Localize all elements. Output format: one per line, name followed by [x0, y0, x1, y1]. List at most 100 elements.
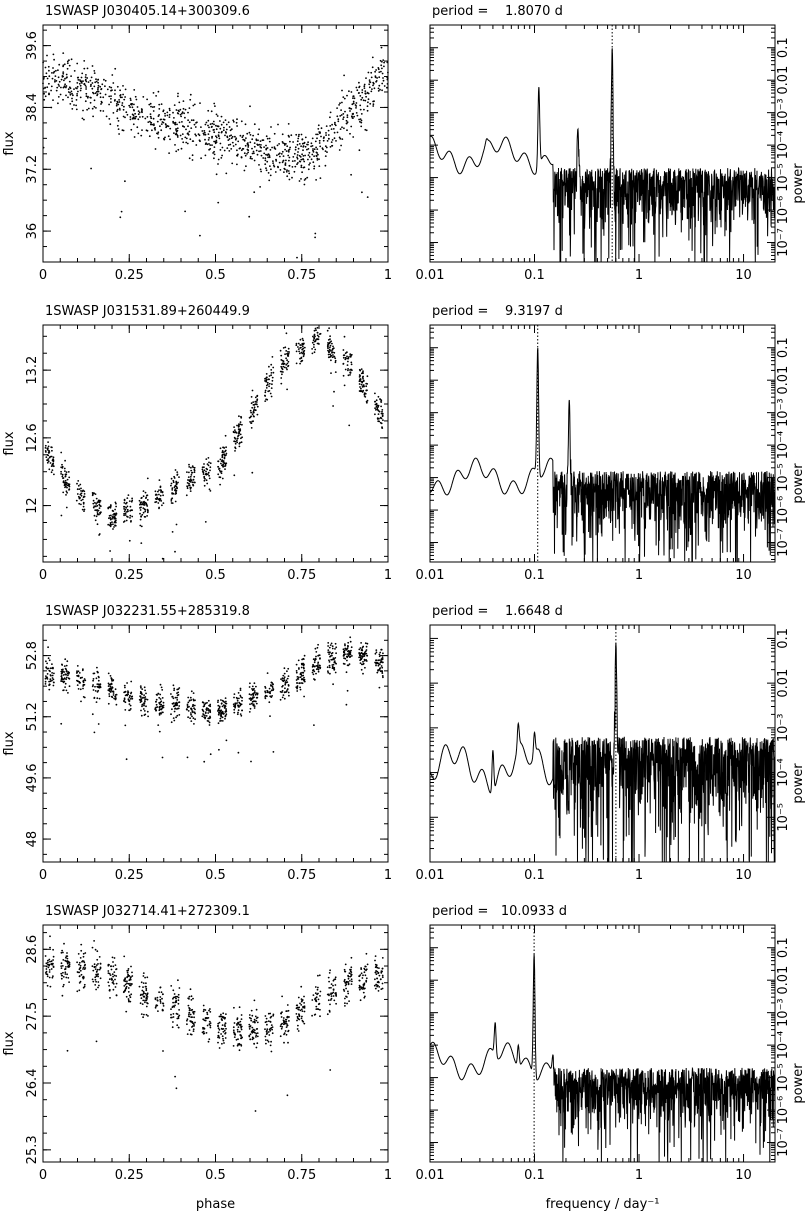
point — [124, 978, 126, 980]
point — [314, 679, 316, 681]
point — [361, 384, 363, 386]
point — [289, 165, 291, 167]
point — [250, 134, 252, 136]
point — [166, 112, 168, 114]
point — [84, 680, 86, 682]
point — [158, 991, 160, 993]
point — [255, 1020, 257, 1022]
point — [221, 459, 223, 461]
point — [130, 129, 132, 131]
point — [270, 1041, 272, 1043]
point — [317, 332, 319, 334]
point — [64, 971, 66, 973]
point — [341, 102, 343, 104]
point — [379, 654, 381, 656]
point — [195, 135, 197, 137]
point — [170, 1008, 172, 1010]
point — [58, 64, 60, 66]
point — [182, 141, 184, 143]
point — [347, 358, 349, 360]
point — [218, 159, 220, 161]
point — [161, 687, 163, 689]
point — [92, 970, 94, 972]
point — [222, 1024, 224, 1026]
point — [256, 1009, 258, 1011]
point — [344, 643, 346, 645]
point — [76, 93, 78, 95]
point — [237, 438, 239, 440]
point — [251, 407, 253, 409]
point — [188, 472, 190, 474]
point — [347, 690, 349, 692]
point — [368, 72, 370, 74]
point — [65, 486, 67, 488]
point — [190, 470, 192, 472]
point — [68, 477, 70, 479]
point — [272, 380, 274, 382]
point — [173, 476, 175, 478]
point — [178, 1009, 180, 1011]
point — [147, 716, 149, 718]
point — [145, 986, 147, 988]
point — [288, 173, 290, 175]
point — [62, 670, 64, 672]
point — [290, 134, 292, 136]
point — [48, 689, 50, 691]
point — [222, 700, 224, 702]
point — [142, 1000, 144, 1002]
power-spectrum-line — [430, 348, 775, 562]
point — [299, 353, 301, 355]
point — [225, 1028, 227, 1030]
point — [155, 709, 157, 711]
point — [90, 84, 92, 86]
point — [185, 109, 187, 111]
point — [191, 1021, 193, 1023]
point — [349, 656, 351, 658]
point — [140, 497, 142, 499]
point — [110, 675, 112, 677]
point — [286, 169, 288, 171]
point — [100, 93, 102, 95]
point — [266, 385, 268, 387]
point — [46, 459, 48, 461]
point — [203, 711, 205, 713]
point — [347, 993, 349, 995]
point — [269, 383, 271, 385]
point — [95, 78, 97, 80]
panel-title: period = 9.3197 d — [432, 304, 563, 319]
point — [195, 144, 197, 146]
point — [303, 996, 305, 998]
point — [306, 177, 308, 179]
point — [199, 102, 201, 104]
point — [359, 370, 361, 372]
point — [51, 960, 53, 962]
point — [66, 471, 68, 473]
point — [332, 652, 334, 654]
point — [62, 73, 64, 75]
point — [79, 982, 81, 984]
point — [82, 688, 84, 690]
point — [118, 120, 120, 122]
point — [301, 1018, 303, 1020]
point — [299, 687, 301, 689]
point — [382, 652, 384, 654]
point — [336, 107, 338, 109]
point — [193, 476, 195, 478]
point — [320, 136, 322, 138]
point — [280, 355, 282, 357]
point — [308, 168, 310, 170]
point — [345, 352, 347, 354]
point — [102, 96, 104, 98]
point — [346, 671, 348, 673]
point — [265, 698, 267, 700]
point — [346, 129, 348, 131]
point — [49, 977, 51, 979]
point — [60, 973, 62, 975]
point — [190, 476, 192, 478]
point — [254, 142, 256, 144]
point — [145, 982, 147, 984]
point — [191, 690, 193, 692]
point — [176, 471, 178, 473]
point — [366, 401, 368, 403]
point — [288, 136, 290, 138]
